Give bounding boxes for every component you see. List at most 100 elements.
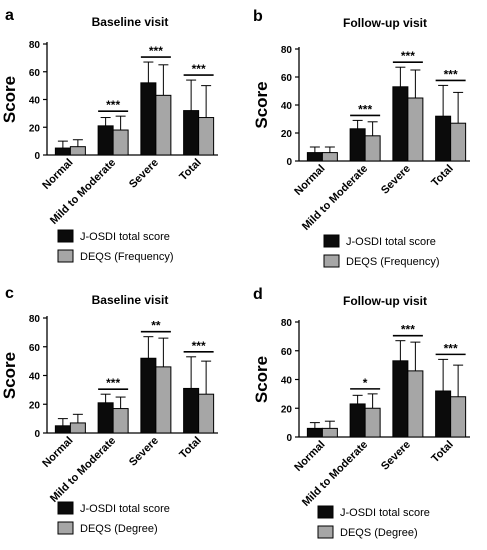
significance-marker: ***	[401, 49, 415, 63]
y-tick-label: 0	[34, 151, 40, 162]
bar-mild-to-moderate-series-2	[112, 408, 129, 434]
y-tick-label: 40	[281, 101, 293, 112]
x-tick-label: Total	[429, 439, 455, 465]
bar-severe-series-2	[407, 370, 424, 438]
bar-total-series-2	[198, 393, 215, 434]
legend-label: DEQS (Frequency)	[80, 251, 174, 263]
legend-swatch	[57, 501, 74, 515]
legend-label: DEQS (Frequency)	[346, 256, 440, 268]
significance-marker: ***	[192, 339, 206, 353]
bar-normal-series-2	[69, 422, 86, 434]
x-tick-label: Severe	[127, 157, 161, 191]
significance-marker: ***	[444, 67, 458, 81]
panel-title: Baseline visit	[92, 15, 169, 29]
significance-marker: ***	[149, 44, 163, 58]
bar-total-series-2	[450, 122, 467, 162]
bar-total-series-1	[435, 115, 452, 162]
bar-normal-series-2	[321, 152, 338, 162]
y-tick-label: 0	[286, 157, 292, 168]
panel-letter: d	[253, 286, 263, 303]
bar-severe-series-2	[155, 366, 172, 434]
x-tick-label: Total	[177, 435, 203, 461]
y-tick-label: 20	[29, 123, 41, 134]
bar-total-series-1	[435, 390, 452, 438]
y-axis-label: Score	[0, 352, 19, 399]
y-tick-label: 0	[34, 429, 40, 440]
panel-title: Follow-up visit	[343, 16, 427, 30]
y-axis-label: Score	[0, 76, 19, 123]
bar-normal-series-2	[69, 146, 86, 156]
y-axis-label: Score	[252, 356, 271, 403]
legend-swatch	[317, 525, 334, 539]
significance-marker: ***	[358, 102, 372, 116]
y-tick-label: 60	[281, 347, 293, 358]
y-tick-label: 40	[281, 376, 293, 387]
x-tick-label: Normal	[40, 157, 75, 192]
y-tick-label: 0	[286, 433, 292, 444]
panel-title: Baseline visit	[92, 293, 169, 307]
bar-severe-series-1	[392, 360, 409, 438]
x-tick-label: Total	[177, 157, 203, 183]
bar-mild-to-moderate-series-1	[349, 403, 366, 438]
bar-severe-series-2	[155, 94, 172, 156]
legend-label: J-OSDI total score	[80, 231, 170, 243]
bar-normal-series-1	[306, 152, 323, 162]
significance-marker: ***	[106, 98, 120, 112]
panel-letter: b	[253, 8, 263, 25]
bar-severe-series-2	[407, 97, 424, 162]
x-tick-label: Severe	[127, 435, 161, 469]
bar-total-series-2	[198, 117, 215, 156]
y-tick-label: 80	[29, 314, 41, 325]
x-tick-label: Normal	[292, 163, 327, 198]
panel-b: b Follow-up visitScore020406080Normal***M…	[252, 8, 470, 268]
bar-total-series-2	[450, 396, 467, 438]
y-axis-label: Score	[252, 81, 271, 128]
x-tick-label: Severe	[379, 439, 413, 473]
legend-label: J-OSDI total score	[340, 507, 430, 519]
legend-swatch	[57, 229, 74, 243]
bar-severe-series-1	[140, 357, 157, 434]
bar-normal-series-2	[321, 427, 338, 438]
y-tick-label: 80	[281, 318, 293, 329]
bar-mild-to-moderate-series-2	[364, 135, 381, 162]
bar-severe-series-1	[392, 86, 409, 162]
bar-mild-to-moderate-series-2	[364, 407, 381, 438]
legend-label: DEQS (Degree)	[340, 527, 418, 539]
y-tick-label: 20	[281, 404, 293, 415]
panel-d: d Follow-up visitScore020406080Normal*Mil…	[252, 286, 470, 539]
panel-a: a Baseline visitScore020406080Normal***Mi…	[0, 7, 218, 263]
legend-swatch	[57, 249, 74, 263]
legend-swatch	[57, 521, 74, 535]
legend-swatch	[323, 234, 340, 248]
legend-swatch	[323, 254, 340, 268]
y-tick-label: 80	[281, 45, 293, 56]
legend-label: J-OSDI total score	[346, 236, 436, 248]
y-tick-label: 40	[29, 96, 41, 107]
y-tick-label: 60	[29, 343, 41, 354]
bar-severe-series-1	[140, 82, 157, 156]
y-tick-label: 20	[281, 129, 293, 140]
bar-total-series-1	[183, 387, 200, 434]
y-tick-label: 40	[29, 372, 41, 383]
bar-normal-series-1	[54, 425, 71, 434]
legend-swatch	[317, 505, 334, 519]
bar-normal-series-1	[306, 427, 323, 438]
x-tick-label: Normal	[292, 439, 327, 474]
y-tick-label: 80	[29, 40, 41, 51]
x-tick-label: Normal	[40, 435, 75, 470]
bar-total-series-1	[183, 110, 200, 156]
bar-mild-to-moderate-series-2	[112, 129, 129, 156]
legend-label: DEQS (Degree)	[80, 523, 158, 535]
significance-marker: ***	[444, 341, 458, 355]
x-tick-label: Severe	[379, 163, 413, 197]
significance-marker: ***	[106, 376, 120, 390]
y-tick-label: 60	[281, 73, 293, 84]
panel-letter: a	[5, 7, 14, 24]
x-tick-label: Total	[429, 163, 455, 189]
significance-marker: ***	[192, 62, 206, 76]
bar-normal-series-1	[54, 147, 71, 156]
panel-letter: c	[5, 285, 14, 302]
bar-mild-to-moderate-series-1	[97, 125, 114, 156]
significance-marker: *	[363, 376, 368, 390]
